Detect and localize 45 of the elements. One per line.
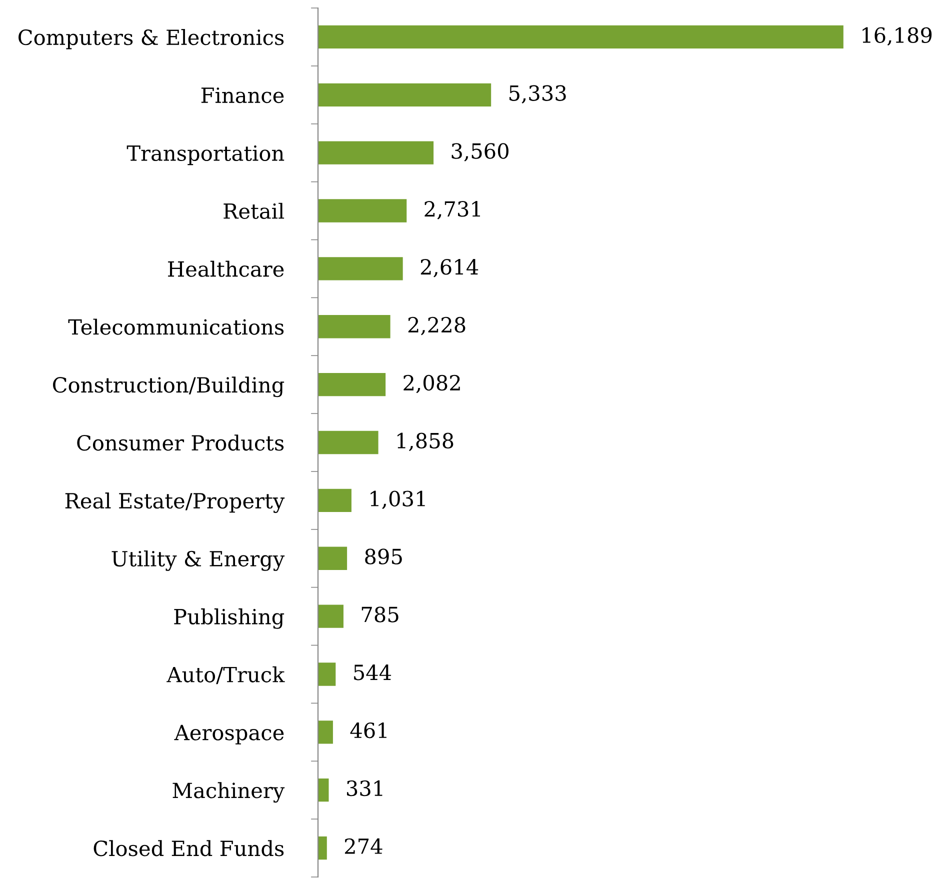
data-label: 544 [354,664,392,680]
data-label: 461 [350,722,386,738]
bar [318,778,329,802]
data-label: 3,560 [452,143,508,162]
y-tick-label: Transportation [126,145,284,166]
y-tick-label: Closed End Funds [94,840,284,856]
y-tick-label: Construction/Building [53,376,284,398]
bar [318,315,390,338]
y-tick-label: Finance [201,87,284,104]
bar [318,83,492,106]
data-label: 2,731 [424,201,480,220]
y-tick-label: Computers & Electronics [18,29,284,50]
bar [318,257,403,280]
y-tick-label: Auto/Truck [166,666,285,684]
data-label: 5,333 [510,85,566,104]
data-label: 2,228 [408,316,466,336]
bar [318,25,844,49]
bar [318,199,407,222]
y-tick-label: Utility & Energy [112,550,285,571]
bar [318,430,378,454]
y-tick-label: Aerospace [174,724,284,744]
data-label: 1,031 [370,490,425,510]
bar [318,662,336,686]
bar [318,546,348,570]
bar [318,372,386,396]
data-label: 1,858 [398,432,454,452]
y-tick-label: Healthcare [168,260,284,277]
y-tick-label: Machinery [172,782,285,803]
data-label: 2,614 [420,258,478,278]
data-label: 274 [344,838,382,854]
data-label: 785 [362,606,398,622]
data-label: 16,189 [862,27,932,46]
bar [318,488,352,512]
bar [318,604,344,628]
data-label: 2,082 [404,374,460,394]
y-tick-label: Publishing [174,608,284,629]
bar [318,720,333,744]
y-tick-label: Real Estate/Property [65,492,285,513]
y-tick-label: Retail [224,202,284,219]
data-label: 331 [347,780,382,796]
y-tick-label: Telecommunications [68,318,284,335]
data-label: 895 [365,548,402,564]
bar [318,141,434,164]
bar [318,836,327,860]
y-tick-label: Consumer Products [77,434,284,451]
